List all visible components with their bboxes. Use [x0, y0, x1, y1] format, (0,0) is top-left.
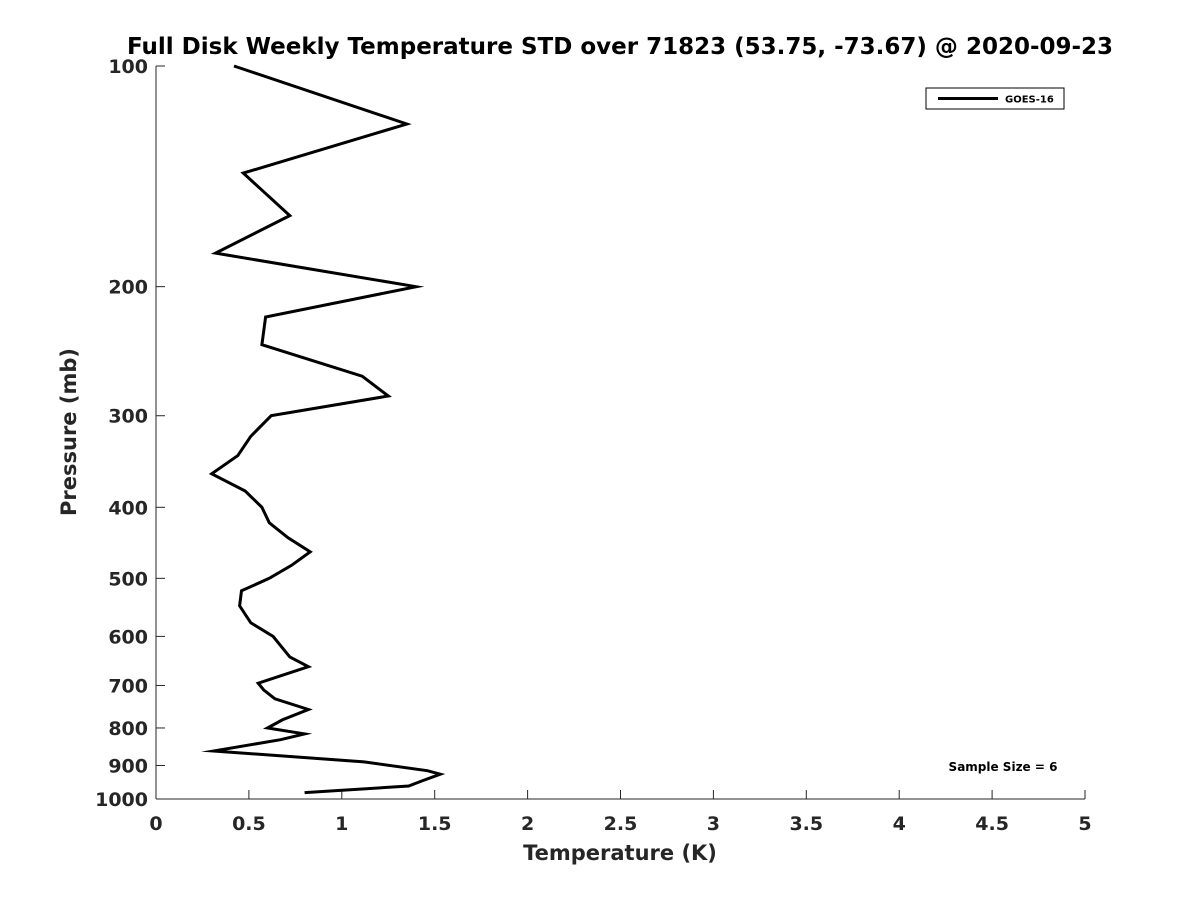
y-tick-label: 300: [108, 406, 148, 428]
x-tick-label: 5: [1078, 813, 1091, 835]
y-tick-label: 400: [108, 497, 148, 519]
x-tick-label: 2.5: [604, 813, 638, 835]
x-tick-label: 4: [893, 813, 906, 835]
y-tick-label: 500: [108, 568, 148, 590]
x-tick-label: 1: [335, 813, 348, 835]
x-tick-label: 4.5: [975, 813, 1009, 835]
y-tick-label: 600: [108, 626, 148, 648]
series-line-goes-16: [201, 64, 446, 795]
chart-title: Full Disk Weekly Temperature STD over 71…: [127, 34, 1113, 60]
x-tick-label: 3: [707, 813, 720, 835]
x-tick-label: 0.5: [232, 813, 266, 835]
y-axis-ticks: 100 200 300 400 500 600 700 800 900 1000: [95, 56, 165, 811]
y-tick-label: 100: [108, 56, 148, 78]
x-tick-label: 0: [149, 813, 162, 835]
y-tick-label: 700: [108, 675, 148, 697]
y-tick-label: 900: [108, 755, 148, 777]
y-tick-label: 800: [108, 718, 148, 740]
x-axis-ticks: 0 0.5 1 1.5 2 2.5 3 3.5 4 4.5 5: [149, 790, 1092, 835]
x-axis-label: Temperature (K): [523, 841, 717, 865]
x-tick-label: 2: [521, 813, 534, 835]
axes: [155, 66, 1085, 800]
sample-size-annotation: Sample Size = 6: [949, 760, 1058, 774]
y-tick-label: 1000: [95, 789, 148, 811]
y-tick-label: 200: [108, 277, 148, 299]
legend: GOES-16: [925, 87, 1065, 110]
series-layer: [201, 64, 446, 795]
x-tick-label: 1.5: [418, 813, 452, 835]
x-tick-label: 3.5: [789, 813, 823, 835]
legend-label-goes-16: GOES-16: [1005, 95, 1054, 106]
y-axis-label: Pressure (mb): [57, 348, 81, 516]
